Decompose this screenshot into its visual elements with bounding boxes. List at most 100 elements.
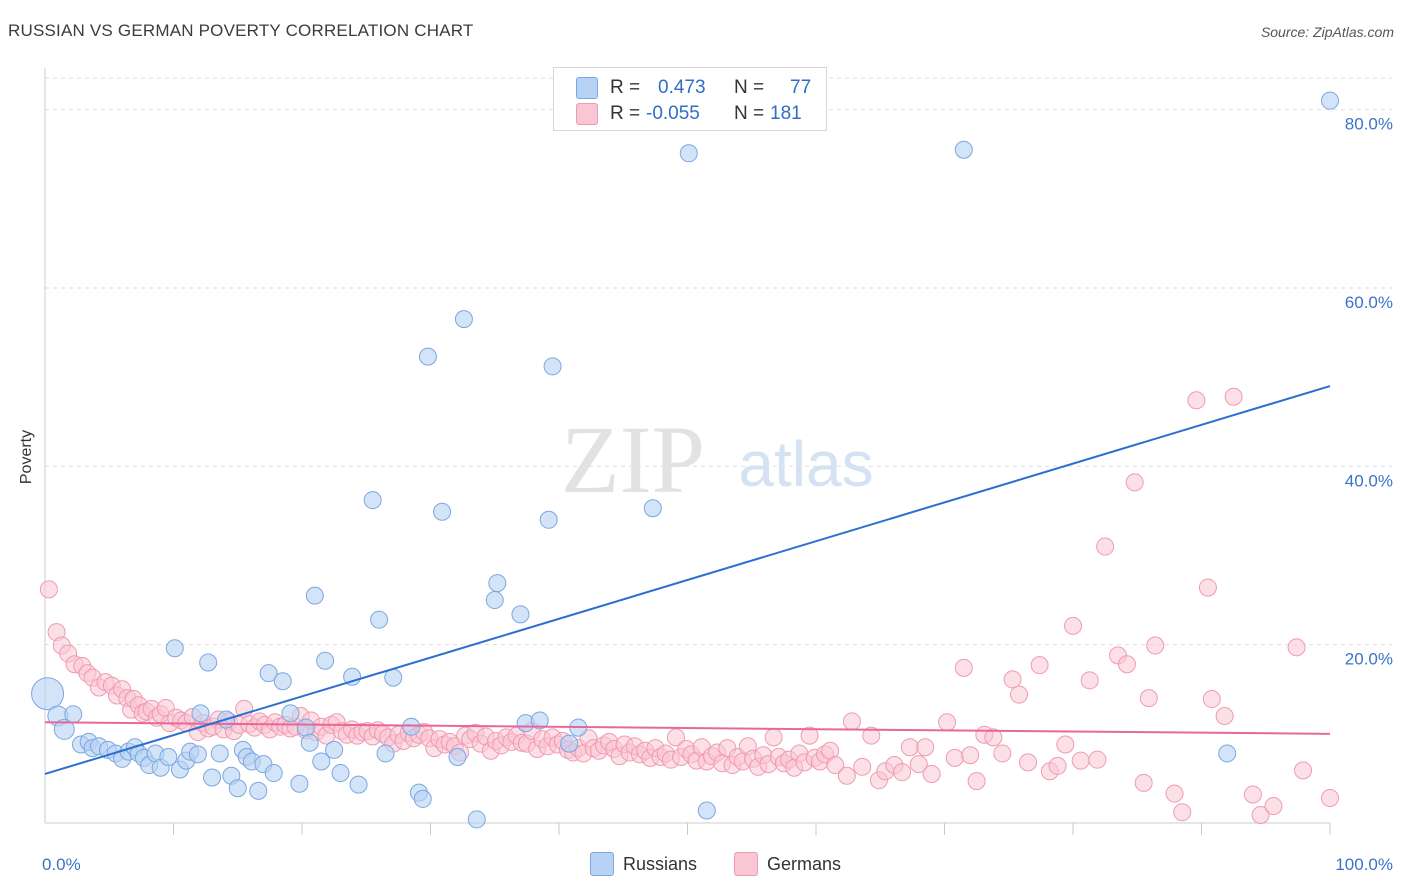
german-point [1117,655,1136,674]
german-point [862,726,881,745]
russian-point [530,711,549,730]
russian-point [433,502,452,521]
german-point [1321,789,1339,808]
russian-point [560,734,579,753]
german-point [800,726,819,745]
russian-point [53,718,75,740]
russians-points [31,91,1339,829]
russian-point [543,357,562,376]
trend-lines [44,385,1331,775]
russian-point [454,310,473,329]
german-point [764,728,783,747]
german-point [945,748,964,767]
german-point [1048,756,1067,775]
german-point [1064,616,1082,635]
german-point [961,746,980,765]
russian-point [199,653,218,672]
german-point [1146,636,1165,655]
german-point [837,766,856,785]
russian-point [273,672,292,691]
russian-point [259,664,278,683]
legend-r-germans: -0.055 [646,103,700,124]
tick-labels: 20.0% 40.0% 60.0% 80.0% 0.0% 100.0% [42,115,1393,874]
russian-point [312,752,331,771]
watermark: ZIP atlas [561,406,874,513]
russian-point [511,605,530,624]
german-point [1198,578,1217,597]
german-point [993,744,1012,763]
russian-point [413,789,432,808]
russians-legend-label: Russians [623,854,698,874]
russian-point [191,704,210,723]
russian-point [402,717,421,736]
german-point [938,713,957,732]
german-point [1088,750,1107,769]
german-point [1215,706,1234,725]
german-point [916,738,935,757]
russian-point [165,639,184,658]
german-point [1224,387,1243,406]
russian-point [448,748,467,767]
russian-point [384,668,403,687]
gridlines [45,77,1392,646]
russian-point [305,586,324,605]
russians-legend-swatch [590,852,614,876]
russian-point [488,574,507,593]
y-tick-label: 20.0% [1345,650,1393,669]
german-point [842,712,861,731]
russian-point [64,705,83,724]
russian-point [203,768,222,787]
russian-point [300,733,319,752]
german-point [1264,797,1283,816]
legend-n-label: N = [734,103,765,124]
russians-swatch [576,77,598,99]
russian-point [249,781,268,800]
russian-point [363,491,382,510]
russian-point [370,610,389,629]
germans-legend-label: Germans [767,854,842,874]
german-point [1056,735,1075,754]
german-point [1202,690,1221,709]
russian-point [485,591,504,610]
watermark-atlas: atlas [738,428,873,500]
legend-n-label: N = [734,77,765,98]
russian-point [349,775,368,794]
chart-title: RUSSIAN VS GERMAN POVERTY CORRELATION CH… [8,21,474,40]
legend-r-label: R = [610,103,641,124]
russian-point [31,677,65,711]
german-point [1071,751,1090,770]
german-point [1010,685,1029,704]
russian-point [539,510,558,529]
russian-point [376,744,395,763]
x-tick-label-min: 0.0% [42,855,81,874]
german-point [1003,670,1022,689]
y-tick-label: 80.0% [1345,115,1393,134]
german-point [1125,473,1144,492]
russian-point [228,779,247,798]
russian-point [296,718,315,737]
legend-n-germans: 181 [770,103,802,124]
russian-point [331,764,350,783]
german-point [967,772,986,791]
russian-point [281,704,300,723]
german-point [1287,638,1306,657]
german-point [909,755,928,774]
russian-point [418,347,437,366]
y-tick-label: 40.0% [1345,471,1393,490]
russian-point [467,810,486,829]
german-point [39,580,58,599]
russians-trend-line [44,385,1331,775]
german-point [900,738,919,757]
russian-point [290,774,309,793]
german-point [826,756,845,775]
german-point [1173,803,1192,822]
german-point [1080,671,1099,690]
german-point [1251,805,1270,824]
german-point [893,763,912,782]
german-point [1294,761,1313,780]
russian-point [697,801,716,820]
y-tick-label: 60.0% [1345,293,1393,312]
german-point [1096,537,1115,556]
russian-point [264,764,283,783]
